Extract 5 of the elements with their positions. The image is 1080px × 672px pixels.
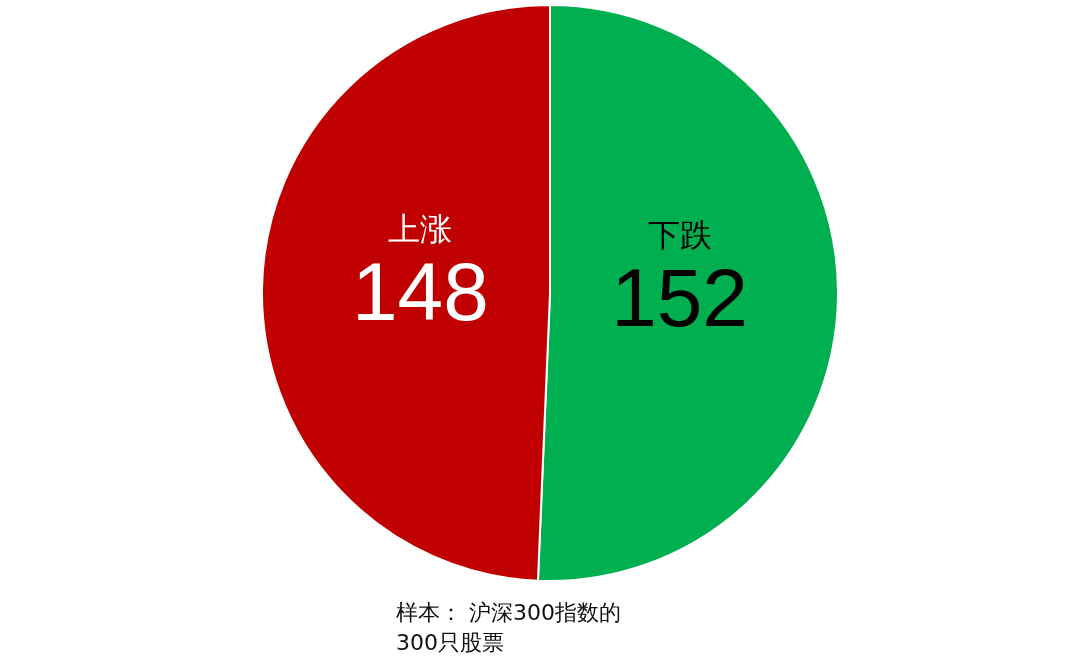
data-label: 152 xyxy=(611,251,748,343)
slice-label: 上涨 xyxy=(388,210,453,249)
slice-label: 下跌 xyxy=(647,215,712,254)
text: 样本： 沪深300指数的300只股票 xyxy=(396,599,622,657)
data-label: 148 xyxy=(352,246,489,338)
